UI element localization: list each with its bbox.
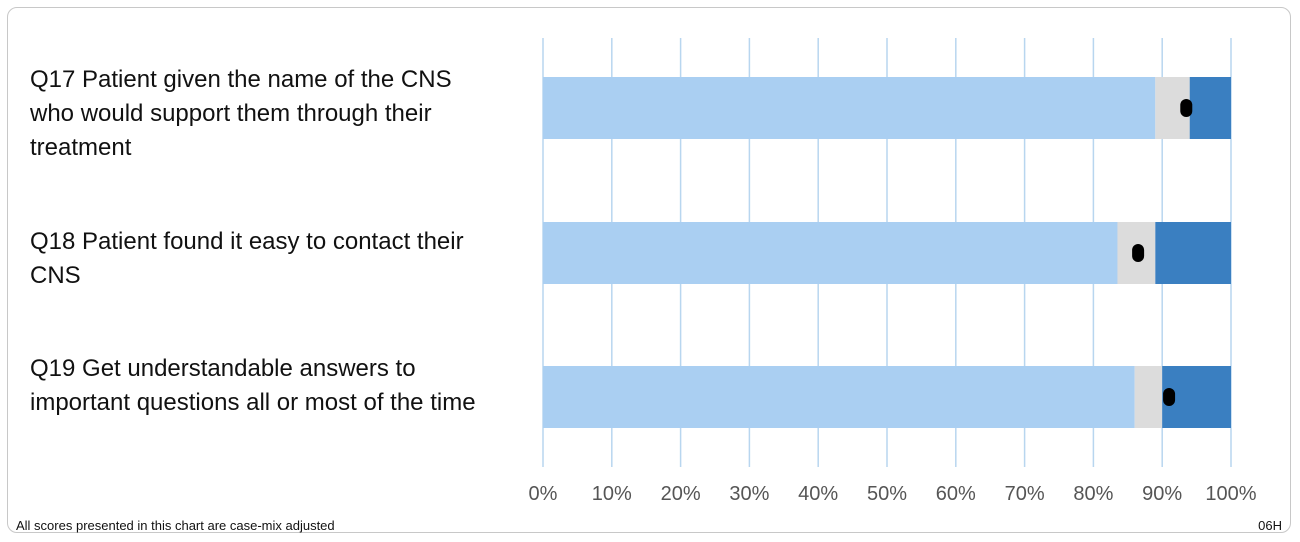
chart-code: 06H [1258, 518, 1282, 533]
x-tick-label: 30% [729, 483, 769, 505]
x-tick-label: 0% [529, 483, 558, 505]
score-marker [1163, 388, 1176, 406]
x-tick-label: 90% [1142, 483, 1182, 505]
question-label-q18: Q18 Patient found it easy to contact the… [30, 228, 464, 289]
x-tick-label: 100% [1205, 483, 1256, 505]
score-marker [1132, 244, 1145, 262]
x-tick-label: 80% [1073, 483, 1113, 505]
bar-segment [543, 222, 1118, 284]
x-tick-label: 60% [936, 483, 976, 505]
x-tick-label: 50% [867, 483, 907, 505]
x-tick-label: 20% [661, 483, 701, 505]
x-tick-label: 40% [798, 483, 838, 505]
bar-segment [1155, 222, 1231, 284]
x-tick-label: 70% [1005, 483, 1045, 505]
question-label-q19: Q19 Get understandable answers to import… [30, 355, 476, 416]
score-marker [1180, 99, 1193, 117]
bar-segment [1134, 366, 1163, 428]
bar-segment [543, 366, 1135, 428]
footnote: All scores presented in this chart are c… [16, 518, 335, 533]
bar-segment [543, 77, 1156, 139]
question-label-q17: Q17 Patient given the name of the CNS wh… [30, 66, 452, 161]
x-tick-label: 10% [592, 483, 632, 505]
bar-segment [1189, 77, 1231, 139]
